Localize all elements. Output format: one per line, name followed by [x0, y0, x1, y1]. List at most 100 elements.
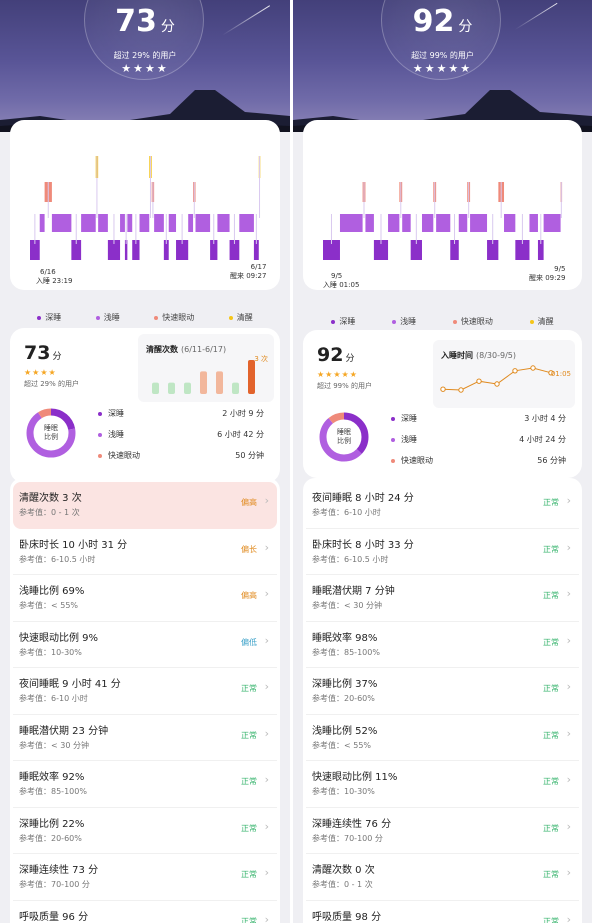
- awake-count-mini-chart[interactable]: 清醒次数 (6/11-6/17) 3 次: [138, 334, 274, 402]
- metric-reference: 参考值：0 - 1 次: [19, 508, 80, 517]
- stage-block-deep: [163, 240, 169, 260]
- stage-connector: [193, 182, 195, 218]
- bedtime-line: [440, 365, 554, 393]
- metric-row[interactable]: 深睡连续性 76 分参考值：70-100 分 正常 ›: [306, 807, 579, 854]
- awake-count-bar: [248, 360, 255, 394]
- stage-block-deep: [410, 240, 422, 260]
- mini-chart-last-value: 01:05: [550, 370, 571, 378]
- metric-title: 呼吸质量 96 分: [19, 911, 89, 923]
- stage-block-deep: [323, 240, 340, 260]
- metric-row[interactable]: 深睡比例 37% 参考值：20-60% 正常 ›: [306, 668, 579, 715]
- metric-row[interactable]: 清醒次数 0 次参考值：0 - 1 次 正常 ›: [306, 854, 579, 901]
- stage-block-light: [127, 214, 133, 232]
- metric-row[interactable]: 快速眼动比例 11% 参考值：10-30% 正常 ›: [306, 761, 579, 808]
- metric-row[interactable]: 睡眠效率 98% 参考值：85-100% 正常 ›: [306, 621, 579, 668]
- metric-status-badge: 正常: [543, 777, 559, 786]
- chevron-right-icon: ›: [264, 866, 269, 879]
- donut-label: 睡眠 比例: [44, 424, 58, 441]
- sleep-start-time: 入睡 23:19: [36, 277, 73, 285]
- sleep-start-date: 6/16: [40, 268, 56, 276]
- metric-row[interactable]: 睡眠效率 92% 参考值：85-100% 正常 ›: [13, 761, 277, 808]
- metric-row[interactable]: 睡眠潜伏期 23 分钟 参考值：< 30 分钟 正常 ›: [13, 714, 277, 761]
- stage-block-deep: [30, 240, 40, 260]
- metric-row[interactable]: 夜间睡眠 9 小时 41 分参考值：6-10 小时 正常 ›: [13, 668, 277, 715]
- stage-block-light: [120, 214, 125, 232]
- chevron-right-icon: ›: [264, 912, 269, 923]
- sleep-start-label: 9/5 入睡 01:05: [323, 272, 359, 290]
- bedtime-mini-chart[interactable]: 入睡时间 (8/30-9/5) 01:05: [433, 340, 575, 408]
- summary-score: 92 分: [317, 344, 354, 366]
- metric-title: 清醒次数 0 次: [312, 865, 375, 876]
- metric-status-badge: 正常: [241, 777, 257, 786]
- chevron-right-icon: ›: [566, 494, 571, 507]
- metric-row[interactable]: 清醒次数 3 次参考值：0 - 1 次 偏高 ›: [13, 482, 277, 529]
- stage-row-deep: 深睡 2 小时 9 分: [98, 408, 264, 422]
- stage-block-light: [217, 214, 230, 232]
- metric-row[interactable]: 睡眠潜伏期 7 分钟 参考值：< 30 分钟 正常 ›: [306, 575, 579, 622]
- awake-count-bars: [152, 360, 255, 394]
- stage-block-deep: [124, 240, 128, 260]
- awake-count-bar: [168, 382, 175, 394]
- sleep-summary-card: 73 分 ★★★★ 超过 29% 的用户 清醒次数 (6/11-6/17) 3 次 …: [10, 328, 280, 483]
- awake-count-bar: [216, 371, 223, 394]
- metric-reference: 参考值：85-100%: [19, 787, 87, 796]
- donut-slice-rem: [26, 408, 76, 458]
- stage-row-rem: 快速眼动 56 分钟: [391, 455, 566, 469]
- sleep-summary-card: 92 分 ★★★★★ 超过 99% 的用户 入睡时间 (8/30-9/5) 01:0…: [303, 330, 582, 478]
- sleep-end-label: 6/17 醒来 09:27: [230, 263, 266, 281]
- metric-reference: 参考值：6-10 小时: [312, 508, 381, 517]
- metric-title: 快速眼动比例 11%: [312, 772, 398, 783]
- metric-title: 浅睡比例 52%: [312, 725, 378, 737]
- metric-row[interactable]: 快速眼动比例 9% 参考值：10-30% 偏低 ›: [13, 621, 277, 668]
- stage-block-light: [81, 214, 96, 232]
- metric-title: 睡眠潜伏期 23 分钟: [19, 725, 109, 737]
- awake-count-bar: [200, 371, 207, 394]
- metric-row[interactable]: 深睡比例 22% 参考值：20-60% 正常 ›: [13, 807, 277, 854]
- summary-score-value: 73: [24, 342, 51, 364]
- stage-block-light: [239, 214, 254, 232]
- metric-title: 夜间睡眠 9 小时 41 分: [19, 679, 121, 690]
- chevron-right-icon: ›: [264, 819, 269, 833]
- metric-title: 快速眼动比例 9%: [19, 632, 99, 644]
- metric-status-badge: 正常: [543, 916, 559, 923]
- metric-row[interactable]: 夜间睡眠 8 小时 24 分参考值：6-10 小时 正常 ›: [306, 482, 579, 529]
- bedtime-point: [458, 387, 464, 393]
- metric-title: 呼吸质量 98 分: [312, 911, 382, 923]
- stage-block-light: [195, 214, 211, 232]
- hero-beat-text: 超过 99% 的用户: [411, 51, 474, 60]
- stage-connector: [492, 214, 494, 244]
- chevron-right-icon: ›: [566, 726, 571, 740]
- chevron-right-icon: ›: [566, 773, 571, 786]
- metric-title: 清醒次数 3 次: [19, 493, 82, 504]
- donut-slice-light: [319, 412, 369, 462]
- stage-block-deep: [450, 240, 459, 260]
- summary-score: 73 分: [24, 342, 61, 364]
- sleep-start-label: 6/16 入睡 23:19: [36, 268, 72, 286]
- summary-score-value: 92: [317, 344, 344, 366]
- summary-score-unit: 分: [52, 352, 62, 362]
- metric-row[interactable]: 卧床时长 8 小时 33 分参考值：6-10.5 小时 正常 ›: [306, 528, 579, 575]
- sleep-ratio-donut: [319, 412, 369, 462]
- metric-row[interactable]: 卧床时长 10 小时 31 分参考值：6-10.5 小时 偏长 ›: [13, 528, 277, 575]
- metric-row[interactable]: 深睡连续性 73 分参考值：70-100 分 正常 ›: [13, 854, 277, 901]
- chevron-right-icon: ›: [264, 587, 269, 600]
- metric-title: 卧床时长 8 小时 33 分: [312, 539, 414, 551]
- stage-block-light: [421, 214, 434, 232]
- summary-stars: ★★★★★: [317, 370, 358, 379]
- metric-row[interactable]: 浅睡比例 69% 参考值：< 55% 偏高 ›: [13, 575, 277, 622]
- sleep-start-date: 9/5: [331, 272, 343, 280]
- metric-status-badge: 偏长: [241, 544, 257, 554]
- chevron-right-icon: ›: [264, 540, 269, 554]
- metric-reference: 参考值：10-30%: [19, 647, 82, 657]
- sleep-stage-chart-card: 9/5 入睡 01:05 9/5 醒来 09:29: [303, 120, 582, 290]
- metric-title: 睡眠效率 92%: [19, 772, 85, 783]
- summary-beat-text: 超过 29% 的用户: [24, 380, 80, 388]
- metric-row[interactable]: 浅睡比例 52% 参考值：< 55% 正常 ›: [306, 714, 579, 761]
- metric-status-badge: 偏高: [241, 498, 257, 507]
- metric-reference: 参考值：< 55%: [19, 601, 79, 610]
- metric-reference: 参考值：< 55%: [312, 740, 372, 750]
- sleep-hypnogram: [30, 156, 261, 260]
- chevron-right-icon: ›: [566, 680, 571, 693]
